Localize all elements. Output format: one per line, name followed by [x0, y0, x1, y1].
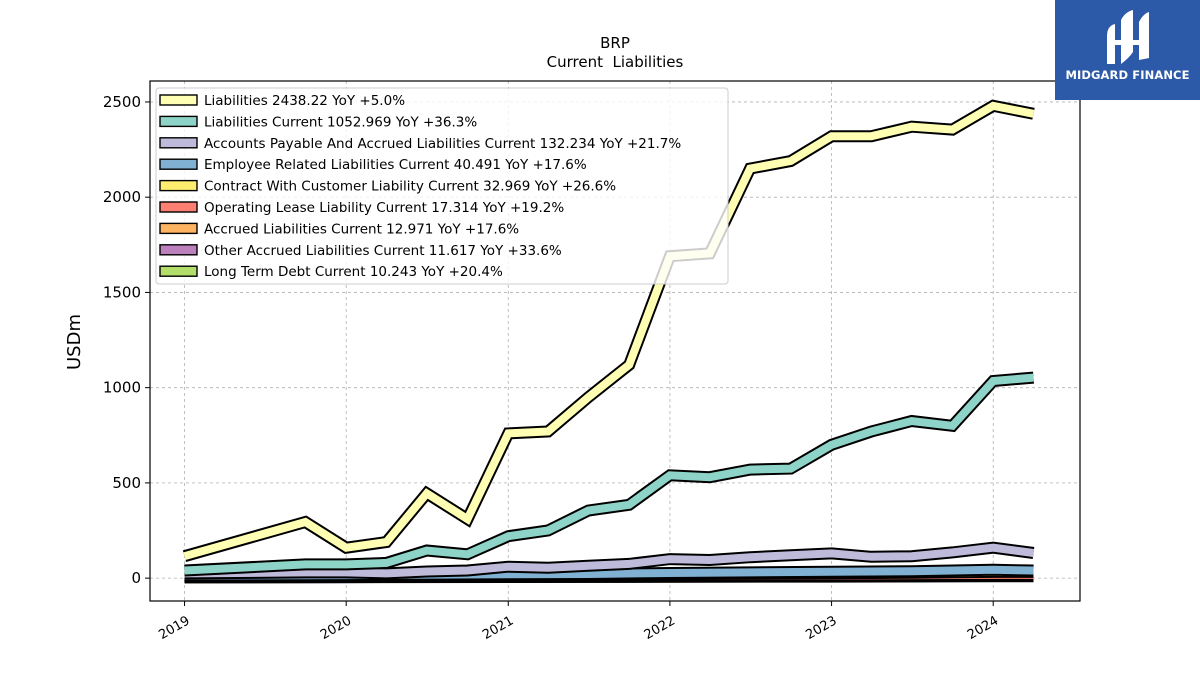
legend-swatch — [159, 115, 198, 128]
brand-name: MIDGARD FINANCE — [1065, 68, 1190, 82]
x-tick-label: 2023 — [803, 613, 839, 643]
plot-frame — [149, 80, 1081, 602]
y-tick-label: 2000 — [103, 188, 141, 206]
series-line-2 — [184, 371, 1035, 577]
series-fill-line — [184, 543, 1035, 578]
legend-label: Other Accrued Liabilities Current 11.617… — [204, 243, 562, 259]
legend-box — [155, 87, 729, 285]
series-fill-line — [183, 101, 1035, 561]
legend-swatch — [159, 137, 198, 149]
legend-label: Operating Lease Liability Current 17.314… — [204, 200, 564, 216]
legend-label: Liabilities 2438.22 YoY +5.0% — [204, 93, 405, 109]
legend-label: Employee Related Liabilities Current 40.… — [204, 157, 587, 173]
legend-item: Operating Lease Liability Current 17.314… — [159, 200, 564, 216]
legend-label: Accounts Payable And Accrued Liabilities… — [204, 136, 681, 152]
legend-label: Contract With Customer Liability Current… — [204, 179, 616, 195]
series-line-3 — [184, 541, 1035, 580]
series-fill-line — [184, 373, 1034, 575]
legend-swatch — [159, 244, 198, 256]
series-lines — [182, 99, 1035, 584]
x-tick-label: 2019 — [156, 613, 192, 643]
series-line-1 — [182, 99, 1035, 562]
legend-label: Accrued Liabilities Current 12.971 YoY +… — [204, 221, 519, 237]
midgard-logo-icon — [1107, 10, 1149, 64]
legend-item: Contract With Customer Liability Current… — [159, 179, 616, 195]
legend-item: Accrued Liabilities Current 12.971 YoY +… — [159, 221, 519, 237]
legend-item: Other Accrued Liabilities Current 11.617… — [159, 243, 562, 259]
y-tick-label: 2500 — [103, 93, 141, 111]
y-tick-label: 500 — [112, 474, 141, 492]
legend-swatch — [159, 94, 198, 106]
legend-item: Long Term Debt Current 10.243 YoY +20.4% — [159, 264, 503, 280]
legend-swatch — [159, 265, 198, 277]
chart-subtitle: Current Liabilities — [547, 53, 684, 71]
x-tick-label: 2021 — [480, 613, 516, 643]
legend-item: Employee Related Liabilities Current 40.… — [159, 157, 587, 173]
x-tick-label: 2024 — [965, 613, 1001, 643]
legend-swatch — [159, 179, 198, 192]
x-tick-label: 2020 — [318, 613, 354, 643]
chart-title: BRP — [600, 34, 630, 52]
series-outline — [184, 371, 1035, 577]
legend-item: Accounts Payable And Accrued Liabilities… — [159, 136, 681, 152]
legend-label: Liabilities Current 1052.969 YoY +36.3% — [204, 114, 477, 130]
legend-item: Liabilities Current 1052.969 YoY +36.3% — [159, 114, 477, 130]
legend-item: Liabilities 2438.22 YoY +5.0% — [159, 93, 405, 109]
y-axis-label: USDm — [64, 314, 85, 370]
y-tick-label: 1500 — [103, 283, 141, 301]
brand-logo: MIDGARD FINANCE — [1055, 0, 1200, 100]
y-tick-label: 1000 — [103, 379, 141, 397]
y-tick-label: 0 — [131, 569, 141, 587]
legend-swatch — [159, 158, 198, 170]
legend: Liabilities 2438.22 YoY +5.0% Liabilities… — [155, 87, 729, 285]
legend-swatch — [159, 222, 198, 235]
legend-swatch — [159, 201, 198, 213]
legend-label: Long Term Debt Current 10.243 YoY +20.4% — [204, 264, 503, 280]
x-tick-label: 2022 — [642, 613, 678, 643]
